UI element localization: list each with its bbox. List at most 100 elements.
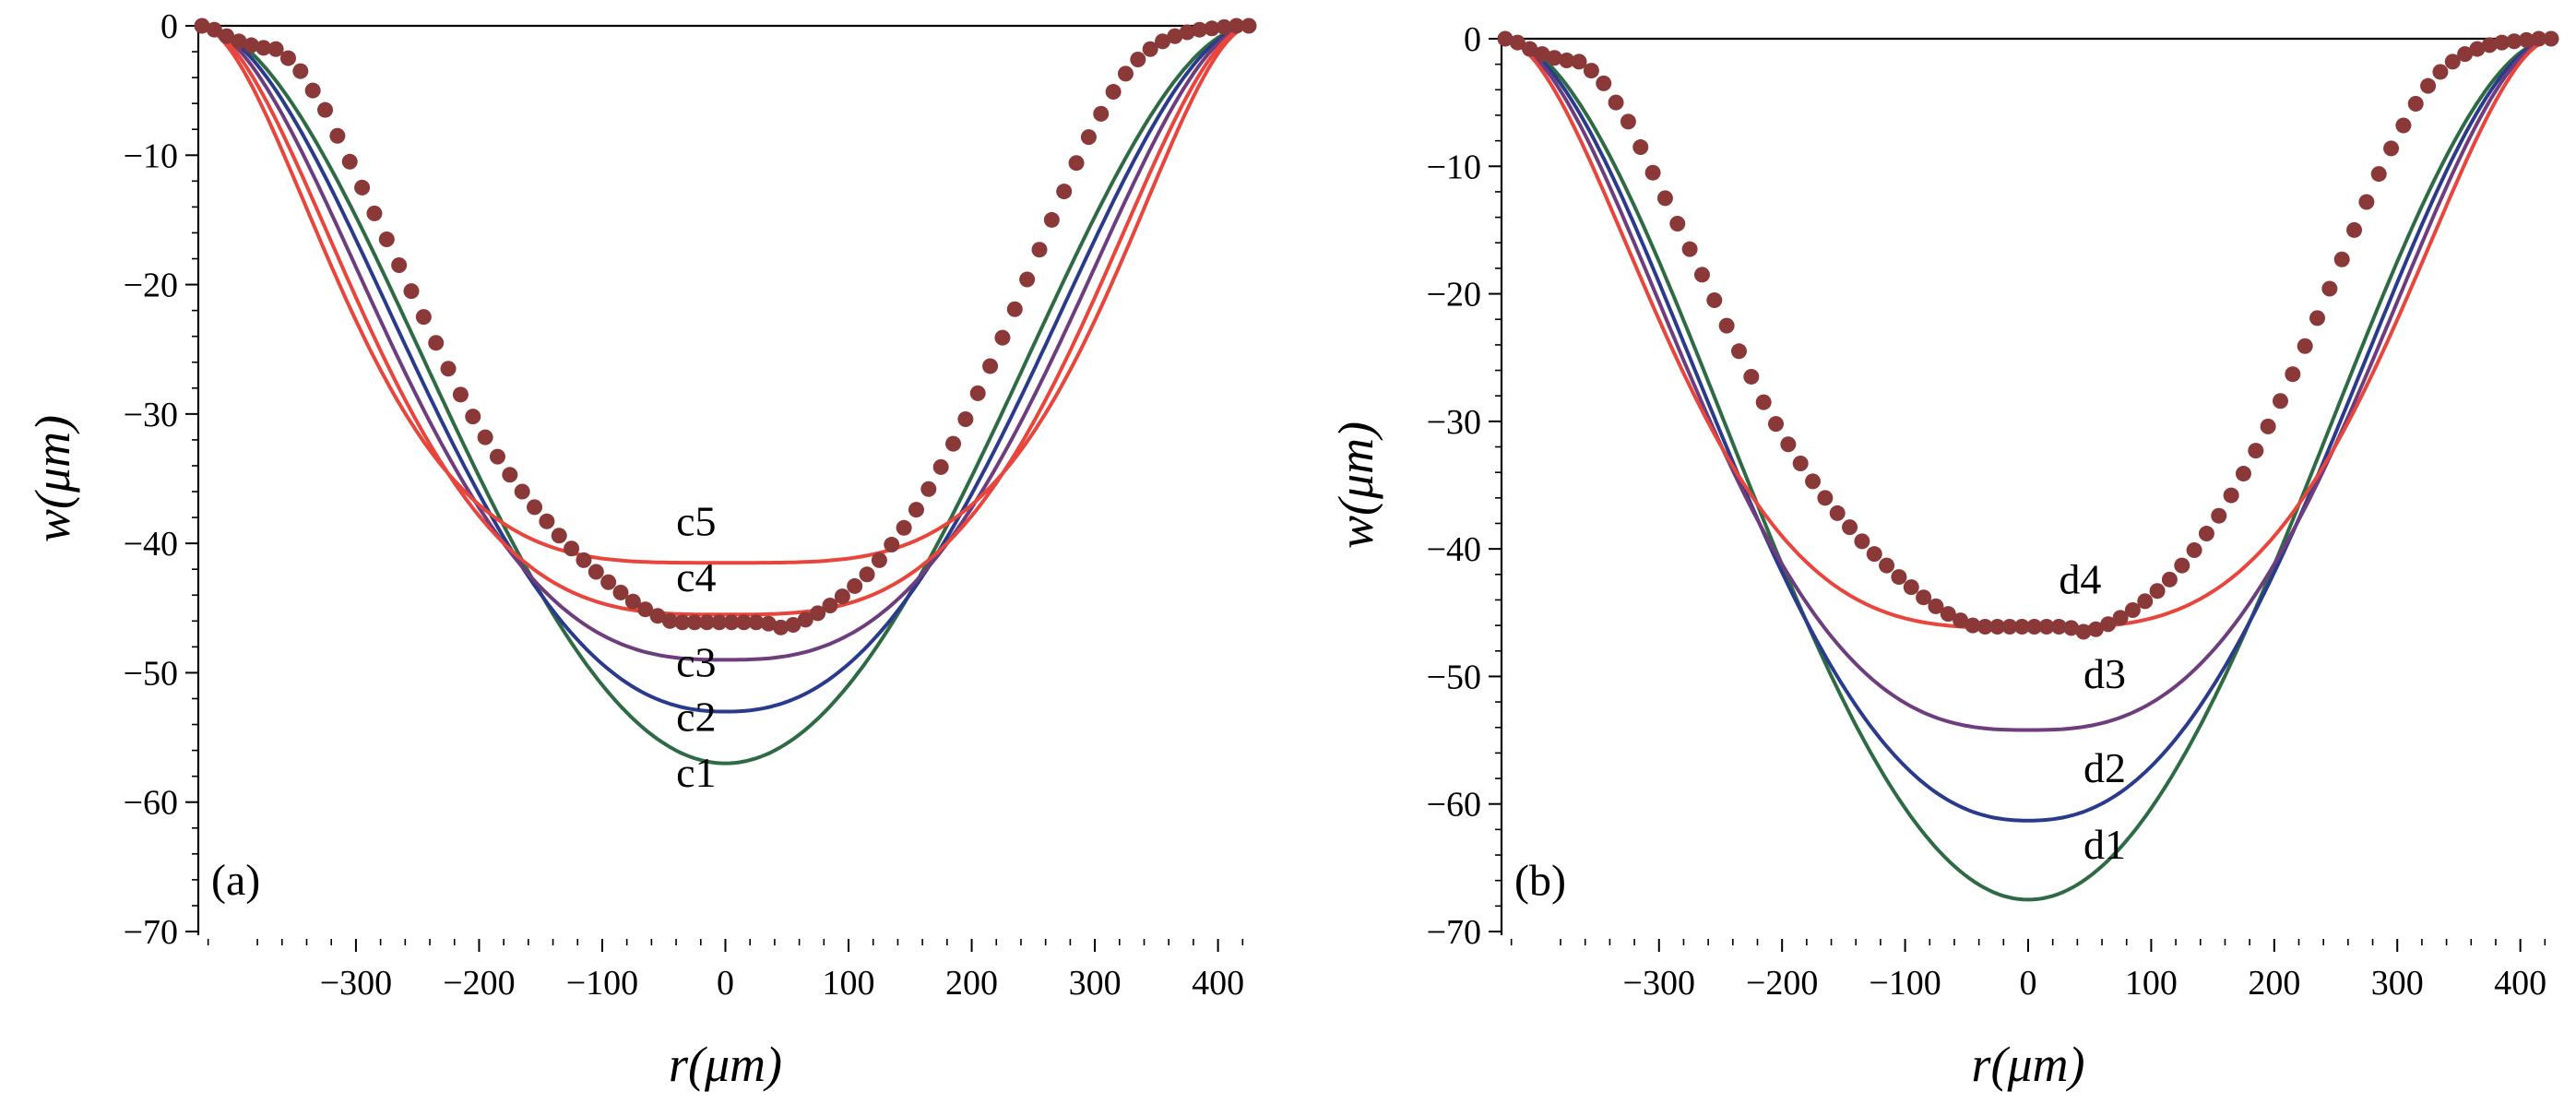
series-label-d1: d1 [2083,821,2126,868]
y-tick-label: −10 [1427,148,1481,186]
measured-point [2432,64,2449,80]
measured-point [2186,542,2202,559]
measured-point [1755,394,1772,410]
series-label-d3: d3 [2083,650,2126,697]
series-line-c4 [197,24,1253,617]
measured-point [711,614,728,631]
measured-point [1509,34,1525,51]
measured-point [686,614,703,631]
measured-point [440,361,457,377]
measured-point [1681,241,1698,257]
measured-point [957,410,974,427]
measured-point [2149,583,2166,599]
series-label-c3: c3 [676,639,716,686]
measured-point [1768,416,1785,433]
measured-point [1179,24,1195,41]
y-tick-label: −70 [1427,913,1481,952]
measured-point [2001,618,2018,635]
x-tick-label: −300 [1623,964,1695,1003]
x-tick-label: −100 [1869,964,1941,1003]
x-tick-label: 0 [717,964,734,1003]
measured-point [649,608,666,624]
panel-label: (a) [211,856,260,905]
measured-point [403,283,420,300]
measured-point [1167,28,1183,44]
measured-point [674,614,691,631]
measured-point [243,37,259,53]
series-label-c1: c1 [676,749,716,796]
measured-point [748,614,765,631]
y-tick-label: −30 [1427,403,1481,442]
measured-point [2112,610,2129,626]
measured-point [1216,18,1232,35]
measured-point [982,358,999,374]
measured-point [637,601,654,618]
measured-point [391,257,408,274]
measured-point [2063,620,2080,636]
measured-point [2518,31,2534,48]
measured-point [1546,50,1562,66]
measured-point [564,540,580,557]
measured-point [1559,53,1575,69]
measured-point [661,612,678,629]
measured-point [859,566,875,583]
measured-point [2161,571,2178,588]
measured-point [2309,310,2326,326]
measured-point [1117,65,1134,82]
panel-label: (b) [1514,857,1566,906]
measured-point [1928,598,1944,614]
measured-point [994,329,1011,346]
measured-point [1620,113,1636,130]
x-tick-label: 0 [2020,964,2037,1003]
series-line-d3 [1501,37,2556,732]
measured-point [231,33,247,50]
measured-point [2100,616,2117,633]
measured-point [2285,366,2301,383]
measured-point [194,18,210,34]
measured-point [1155,33,1171,50]
measured-point [1241,18,1257,34]
measured-point [2420,77,2437,94]
series-label-d4: d4 [2059,556,2101,603]
measured-point [2481,37,2498,53]
measured-point [624,593,641,610]
measured-point [1965,617,1981,634]
measured-point [428,335,445,351]
measured-point [304,82,321,99]
measured-point [2026,618,2043,635]
y-tick-label: −40 [124,525,178,564]
measured-point [1204,20,1220,37]
measured-point [2469,41,2486,57]
measured-point [871,552,887,568]
measured-point [1229,18,1245,34]
measured-point [1522,41,1538,57]
measured-point [1534,46,1550,63]
y-tick-label: −60 [124,784,178,823]
measured-point [354,179,371,196]
measured-point [2531,30,2547,47]
y-tick-label: −10 [124,137,178,175]
measured-point [1608,94,1624,111]
measured-point [2137,593,2154,610]
x-tick-label: 100 [823,964,875,1003]
measured-point [452,386,469,403]
measured-point [489,448,505,465]
y-axis-label: w(μm) [25,415,80,542]
measured-point [588,564,604,580]
measured-point [2198,526,2214,542]
measured-point [576,552,592,568]
chart-panel-b: 0 −10 −20 −30 −40 −50 −60 −70 −300 −200 −100 0 100 20… [1328,20,2559,1092]
measured-point [255,40,272,56]
measured-point [2383,140,2400,157]
measured-point [1068,155,1085,172]
measured-point [2358,194,2375,210]
measured-point [1043,211,1060,228]
x-tick-label: 400 [1192,964,1244,1003]
measured-point [477,429,493,445]
measured-point [1891,569,1907,586]
measured-point [1571,53,1587,70]
measured-point [1019,271,1036,288]
measured-point [760,615,777,632]
measured-point [2297,338,2313,354]
